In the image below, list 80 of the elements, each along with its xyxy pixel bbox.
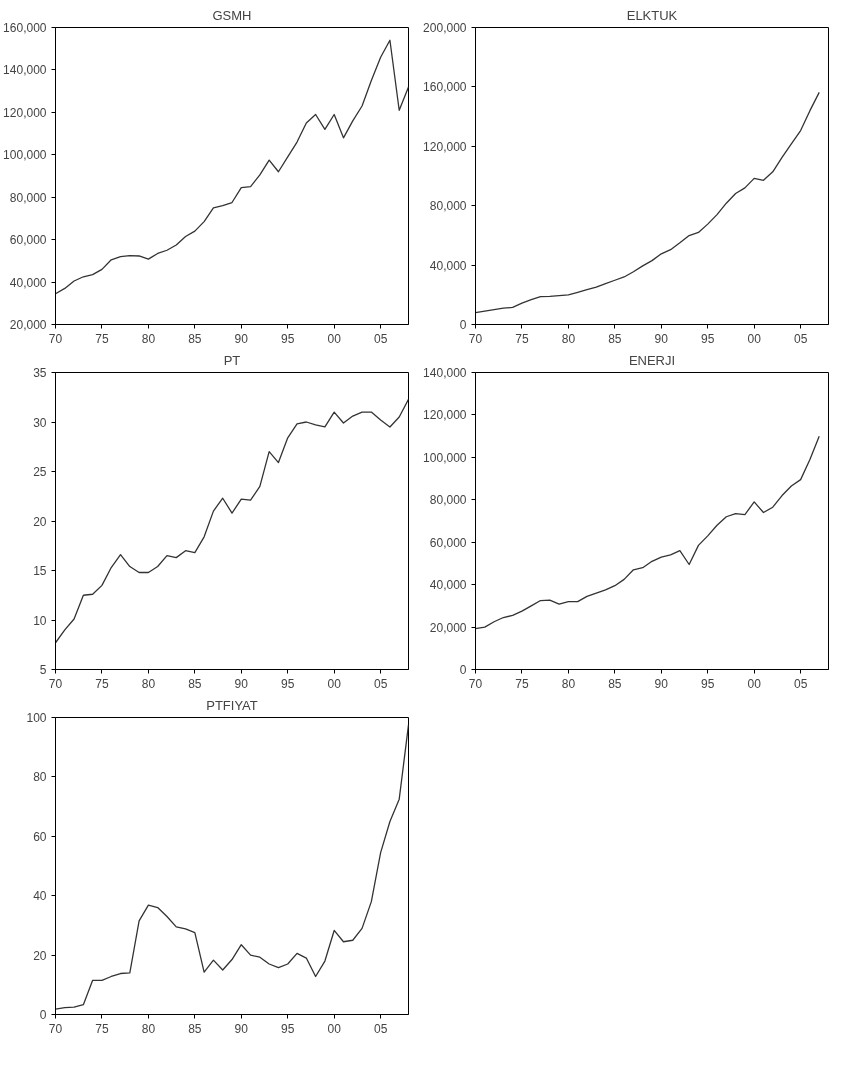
x-tick-label: 80	[561, 331, 576, 346]
y-tick-label: 30	[33, 415, 47, 430]
y-tick-label: 80,000	[429, 199, 467, 214]
x-tick-label: 95	[701, 331, 715, 346]
x-tick-label: 05	[373, 676, 388, 691]
x-tick-label: 75	[95, 1021, 109, 1036]
y-tick-label: 120,000	[423, 139, 467, 154]
x-tick-label: 85	[608, 676, 622, 691]
x-tick-label: 95	[701, 676, 715, 691]
x-tick-label: 00	[747, 331, 762, 346]
y-tick-label: 10	[33, 613, 47, 628]
x-tick-label: 70	[468, 676, 483, 691]
x-tick-label: 00	[327, 331, 342, 346]
x-tick-label: 05	[373, 331, 388, 346]
y-tick-label: 40	[33, 889, 47, 904]
y-tick-label: 40,000	[429, 578, 467, 593]
y-tick-label: 20	[33, 948, 47, 963]
y-tick-label: 20,000	[9, 318, 47, 332]
x-tick-label: 80	[561, 676, 576, 691]
x-tick-label: 85	[188, 676, 202, 691]
x-tick-label: 05	[373, 1021, 388, 1036]
x-tick-label: 85	[188, 1021, 202, 1036]
x-tick-label: 75	[515, 676, 529, 691]
x-tick-label: 70	[468, 331, 483, 346]
x-tick-label: 85	[188, 331, 202, 346]
y-tick-label: 80,000	[429, 493, 467, 508]
chart-title: ENERJI	[628, 352, 676, 368]
y-tick-label: 120,000	[3, 105, 47, 120]
x-tick-label: 95	[281, 331, 295, 346]
x-tick-label: 95	[281, 676, 295, 691]
x-tick-label: 70	[48, 1021, 63, 1036]
y-tick-label: 5	[39, 663, 47, 677]
y-tick-label: 20	[33, 514, 47, 529]
y-tick-label: 0	[39, 1008, 47, 1022]
y-tick-label: 25	[33, 465, 47, 479]
x-tick-label: 80	[141, 331, 156, 346]
chart-title: GSMH	[212, 7, 252, 23]
y-tick-label: 0	[459, 318, 467, 332]
y-tick-label: 60,000	[9, 233, 47, 248]
x-tick-label: 00	[747, 676, 762, 691]
y-tick-label: 120,000	[423, 408, 467, 423]
y-tick-label: 15	[33, 564, 47, 578]
x-tick-label: 75	[515, 331, 529, 346]
y-tick-label: 160,000	[3, 21, 47, 35]
y-tick-label: 140,000	[423, 366, 467, 380]
x-tick-label: 05	[793, 676, 808, 691]
x-tick-label: 70	[48, 331, 63, 346]
y-tick-label: 35	[33, 366, 47, 380]
x-tick-label: 90	[234, 331, 249, 346]
y-tick-label: 60	[33, 829, 47, 844]
chart-title: PT	[223, 352, 241, 368]
y-tick-label: 40,000	[9, 275, 47, 290]
x-tick-label: 80	[141, 676, 156, 691]
x-tick-label: 95	[281, 1021, 295, 1036]
x-tick-label: 00	[327, 1021, 342, 1036]
x-tick-label: 90	[654, 676, 669, 691]
y-tick-label: 60,000	[429, 535, 467, 550]
y-tick-label: 100	[26, 711, 47, 725]
chart-title: PTFIYAT	[206, 697, 258, 713]
y-tick-label: 200,000	[423, 21, 467, 35]
y-tick-label: 0	[459, 663, 467, 677]
y-tick-label: 160,000	[423, 80, 467, 95]
y-tick-label: 40,000	[429, 258, 467, 273]
y-tick-label: 80,000	[9, 190, 47, 205]
x-tick-label: 75	[95, 331, 109, 346]
x-tick-label: 00	[327, 676, 342, 691]
y-tick-label: 100,000	[3, 148, 47, 163]
x-tick-label: 85	[608, 331, 622, 346]
x-tick-label: 05	[793, 331, 808, 346]
y-tick-label: 140,000	[3, 63, 47, 78]
y-tick-label: 100,000	[423, 450, 467, 465]
chart-title: ELKTUK	[626, 7, 678, 23]
x-tick-label: 80	[141, 1021, 156, 1036]
x-tick-label: 90	[234, 1021, 249, 1036]
x-tick-label: 75	[95, 676, 109, 691]
y-tick-label: 80	[33, 770, 47, 785]
x-tick-label: 90	[654, 331, 669, 346]
x-tick-label: 90	[234, 676, 249, 691]
y-tick-label: 20,000	[429, 620, 467, 635]
x-tick-label: 70	[48, 676, 63, 691]
